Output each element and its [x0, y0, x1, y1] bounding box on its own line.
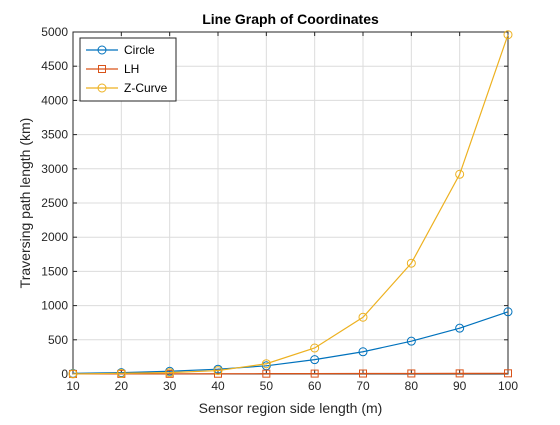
data-point-z-curve: [261, 359, 271, 369]
x-tick-label: 30: [163, 379, 177, 393]
series-line-z-curve: [72, 34, 509, 375]
legend-item-lh: LH: [86, 62, 139, 76]
legend-label: Circle: [124, 43, 155, 57]
y-tick-label: 3000: [41, 162, 68, 176]
data-point-z-curve: [68, 369, 78, 379]
data-point-circle: [406, 336, 416, 346]
legend: Circle LH Z-Curve: [79, 37, 177, 102]
data-point-z-curve: [455, 169, 465, 179]
data-point-z-curve: [406, 258, 416, 268]
data-point-circle: [358, 347, 368, 357]
legend-label: LH: [124, 62, 139, 76]
x-tick-label: 20: [115, 379, 129, 393]
data-point-z-curve: [310, 343, 320, 353]
data-point-z-curve: [116, 368, 126, 378]
data-point-lh: [359, 369, 367, 378]
y-tick-label: 3500: [41, 128, 68, 142]
data-point-z-curve: [165, 368, 175, 378]
x-tick-label: 10: [66, 379, 80, 393]
chart-title: Line Graph of Coordinates: [202, 11, 379, 27]
y-tick-label: 2000: [41, 230, 68, 244]
y-axis-label: Traversing path length (km): [17, 118, 33, 289]
y-tick-label: 1500: [41, 264, 68, 278]
data-point-circle: [310, 355, 320, 365]
y-tick-label: 0: [61, 367, 68, 381]
data-point-z-curve: [503, 30, 513, 40]
x-tick-label: 90: [453, 379, 467, 393]
legend-item-z-curve: Z-Curve: [86, 81, 168, 95]
data-point-lh: [407, 369, 416, 378]
y-tick-label: 4500: [41, 59, 68, 73]
x-tick-label: 80: [405, 379, 419, 393]
x-tick-label: 70: [356, 379, 370, 393]
x-axis-label: Sensor region side length (m): [199, 400, 383, 416]
data-point-lh: [310, 369, 319, 378]
data-point-lh: [262, 369, 271, 378]
y-tick-label: 1000: [41, 299, 68, 313]
y-tick-label: 5000: [41, 25, 68, 39]
series-line-lh: [72, 372, 509, 375]
data-point-z-curve: [358, 312, 368, 322]
data-point-circle: [503, 307, 513, 317]
data-point-circle: [455, 323, 465, 333]
y-tick-label: 500: [48, 333, 68, 347]
x-tick-label: 100: [498, 379, 518, 393]
series-line-circle: [72, 311, 509, 374]
x-tick-label: 50: [260, 379, 274, 393]
x-tick-label: 40: [211, 379, 225, 393]
x-tick-label: 60: [308, 379, 322, 393]
ticks: 10 20 30 40 50 60 70 80 90 1000500100015002000250…: [41, 25, 518, 393]
legend-marker: [98, 65, 106, 73]
legend-label: Z-Curve: [124, 81, 168, 95]
legend-marker: [97, 45, 107, 55]
y-tick-label: 4000: [41, 93, 68, 107]
legend-marker: [97, 83, 107, 93]
data-point-z-curve: [213, 366, 223, 376]
data-point-lh: [504, 369, 512, 378]
y-tick-label: 2500: [41, 196, 68, 210]
series-layer: [68, 30, 513, 379]
legend-item-circle: Circle: [86, 43, 155, 57]
series-z-curve: [68, 30, 513, 379]
data-point-lh: [455, 369, 464, 378]
